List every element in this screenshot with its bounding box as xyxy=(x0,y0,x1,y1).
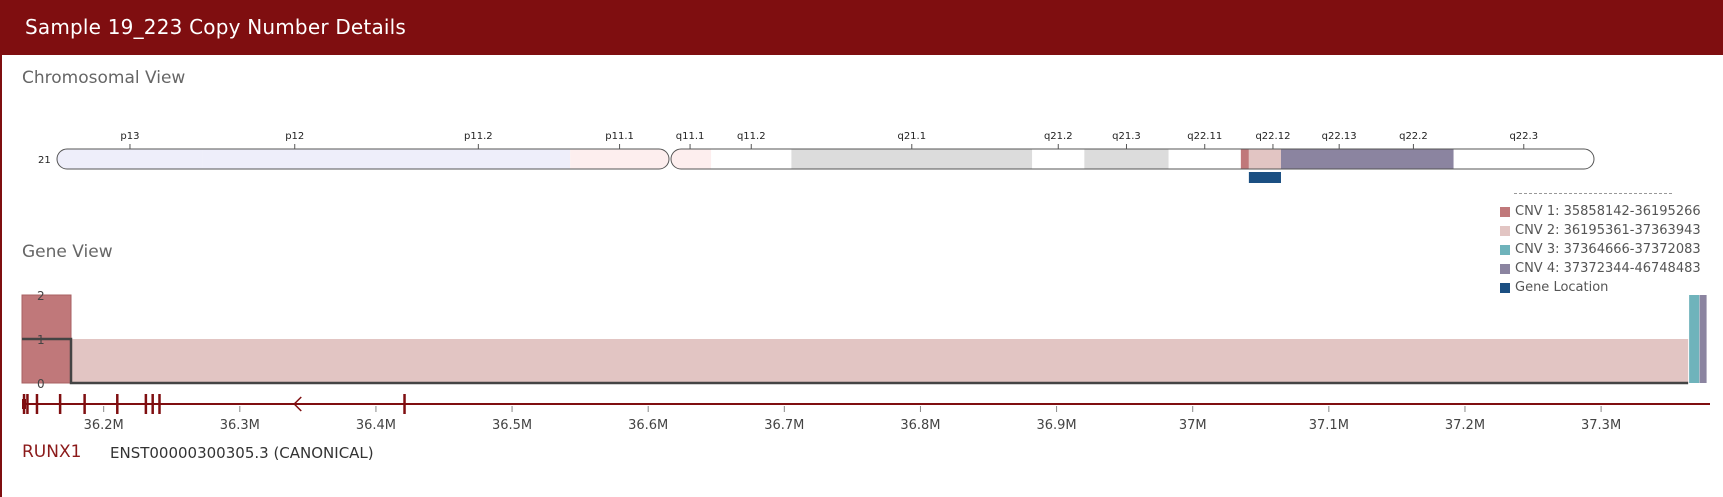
x-tick-label: 37.3M xyxy=(1581,418,1621,433)
legend-label: CNV 1: 35858142-36195266 xyxy=(1515,204,1701,219)
band-label-q21-3: q21.3 xyxy=(1112,131,1141,142)
band-label-q22-13: q22.13 xyxy=(1322,131,1357,142)
ideogram-cnv-2-overlay[interactable] xyxy=(1248,149,1281,169)
gene-location-marker[interactable] xyxy=(1248,172,1281,183)
x-tick-label: 36.7M xyxy=(764,418,804,433)
page-title: Sample 19_223 Copy Number Details xyxy=(25,15,407,39)
cnv-bar-cnv-4[interactable] xyxy=(1699,295,1707,383)
legend-swatch xyxy=(1500,226,1510,236)
legend-swatch xyxy=(1500,245,1510,255)
chromosome-p-arm-outline xyxy=(56,148,670,170)
legend-label: CNV 3: 37364666-37372083 xyxy=(1515,242,1701,257)
ideogram-band-q21-3 xyxy=(1084,149,1169,169)
x-tick-label: 37.2M xyxy=(1445,418,1485,433)
gene-name[interactable]: RUNX1 xyxy=(22,442,82,462)
ideogram-band-q21-1 xyxy=(791,149,1033,169)
band-label-q21-1: q21.1 xyxy=(897,131,926,142)
ideogram-band-q11-1 xyxy=(671,149,712,169)
ideogram-cnv-1-overlay[interactable] xyxy=(1240,149,1249,169)
transcript-id: ENST00000300305.3 (CANONICAL) xyxy=(110,444,374,462)
page-header: Sample 19_223 Copy Number Details xyxy=(0,0,1723,55)
legend-divider xyxy=(1514,193,1672,194)
band-label-q22-11: q22.11 xyxy=(1187,131,1222,142)
legend-swatch xyxy=(1500,264,1510,274)
band-label-q11-2: q11.2 xyxy=(737,131,766,142)
ideogram-band-q22-11 xyxy=(1168,149,1241,169)
x-tick-label: 36.2M xyxy=(84,418,124,433)
gene-view-title: Gene View xyxy=(22,242,113,262)
utr-block xyxy=(22,399,26,409)
legend-label: CNV 2: 36195361-37363943 xyxy=(1515,223,1701,238)
chromosome-q-arm-outline xyxy=(670,148,1595,170)
ideogram-band-q21-2 xyxy=(1032,149,1085,169)
band-label-p11-1: p11.1 xyxy=(605,131,634,142)
band-label-q22-12: q22.12 xyxy=(1255,131,1290,142)
band-label-q22-3: q22.3 xyxy=(1509,131,1538,142)
y-tick-label-2: 2 xyxy=(37,289,45,303)
x-tick-label: 37.1M xyxy=(1309,418,1349,433)
band-label-p12: p12 xyxy=(285,131,304,142)
legend-label: CNV 4: 37372344-46748483 xyxy=(1515,261,1701,276)
ideogram-band-q11-2 xyxy=(711,149,792,169)
legend-swatch xyxy=(1500,207,1510,217)
cnv-bar-cnv-3[interactable] xyxy=(1689,295,1700,383)
strand-arrow-icon xyxy=(293,396,302,412)
x-tick-label: 36.6M xyxy=(628,418,668,433)
ideogram-band-p11-2 xyxy=(386,149,571,169)
band-label-q22-2: q22.2 xyxy=(1399,131,1428,142)
band-label-q21-2: q21.2 xyxy=(1044,131,1073,142)
x-tick-label: 36.4M xyxy=(356,418,396,433)
x-tick-label: 36.5M xyxy=(492,418,532,433)
copy-number-line xyxy=(22,337,1689,385)
x-tick-label: 36.3M xyxy=(220,418,260,433)
ideogram-band-q22-3 xyxy=(1453,149,1594,169)
x-tick-label: 36.8M xyxy=(900,418,940,433)
legend-label: Gene Location xyxy=(1515,280,1609,295)
y-tick-label-0: 0 xyxy=(37,377,45,391)
ideogram-band-p11-1 xyxy=(570,149,669,169)
x-tick-label: 37M xyxy=(1179,418,1207,433)
ideogram-band-p12 xyxy=(202,149,387,169)
band-label-q11-1: q11.1 xyxy=(676,131,705,142)
cnv-bar-cnv-2[interactable] xyxy=(71,339,1689,383)
legend-swatch xyxy=(1500,283,1510,293)
ideogram-band-p13 xyxy=(57,149,203,169)
band-label-p11-2: p11.2 xyxy=(464,131,493,142)
x-tick-label: 36.9M xyxy=(1036,418,1076,433)
left-border xyxy=(0,55,2,497)
ideogram-cnv-4-overlay[interactable] xyxy=(1280,149,1454,169)
chromosome-label: 21 xyxy=(38,155,51,166)
chromosomal-view-title: Chromosomal View xyxy=(22,68,186,88)
band-label-p13: p13 xyxy=(120,131,139,142)
